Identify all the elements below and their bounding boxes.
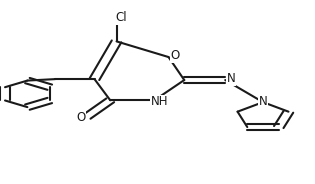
Text: NH: NH bbox=[151, 95, 169, 108]
Text: O: O bbox=[170, 49, 180, 62]
Text: N: N bbox=[259, 95, 267, 108]
Text: N: N bbox=[226, 72, 235, 85]
Text: O: O bbox=[77, 111, 86, 124]
Text: Cl: Cl bbox=[116, 11, 127, 24]
